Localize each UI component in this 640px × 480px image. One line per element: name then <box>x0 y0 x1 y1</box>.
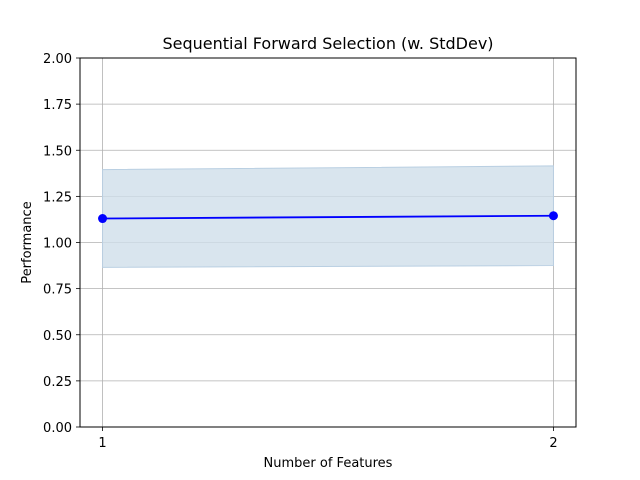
data-point <box>548 211 558 221</box>
y-tick-label: 1.00 <box>43 237 72 252</box>
series-line <box>102 214 554 220</box>
y-tick-label: 1.25 <box>43 190 72 205</box>
x-axis-label: Number of Features <box>264 456 393 471</box>
y-tick-label: 1.75 <box>43 98 72 113</box>
y-tick-label: 0.25 <box>43 375 72 390</box>
y-tick-label: 2.00 <box>43 52 72 67</box>
x-tick-label: 2 <box>549 436 557 451</box>
series-line-layer <box>102 214 554 220</box>
x-tick-label: 1 <box>98 436 106 451</box>
data-point <box>98 214 108 224</box>
y-tick-label: 0.00 <box>43 421 72 436</box>
chart-title: Sequential Forward Selection (w. StdDev) <box>162 34 493 53</box>
series-markers <box>98 211 558 224</box>
y-axis-label: Performance <box>20 201 35 283</box>
y-axis-ticks: 0.00 0.25 0.50 0.75 1.00 1.25 1.50 1.75 2.00 <box>43 52 80 436</box>
y-tick-label: 0.75 <box>43 283 72 298</box>
y-tick-label: 1.50 <box>43 144 72 159</box>
y-tick-label: 0.50 <box>43 329 72 344</box>
